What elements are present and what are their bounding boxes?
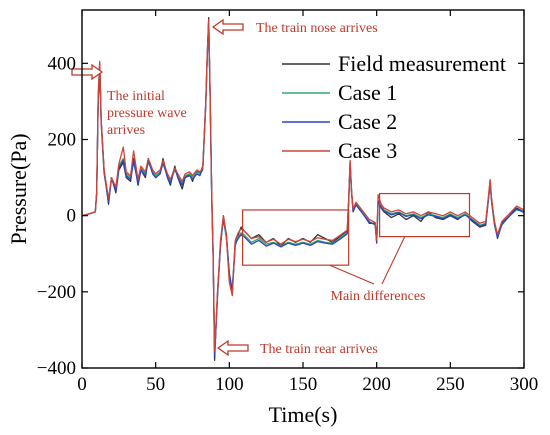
annotation-layer: The train nose arrives The initial pressur… [71,18,471,357]
legend-label: Case 2 [338,109,397,134]
x-tick-label: 300 [510,374,539,395]
annotation-initial-wave: The initial pressure wave arrives [107,89,187,138]
y-axis-title: Pressure(Pa) [6,133,31,244]
difference-box-2 [379,192,471,238]
difference-leader-1 [329,264,375,285]
annotation-initial-wave-line: arrives [107,123,145,138]
x-tick-label: 200 [362,374,391,395]
rear-arrow [216,339,249,357]
x-tick-label: 250 [436,374,465,395]
annotation-initial-wave-line: The initial [107,89,165,104]
legend-label: Case 3 [338,138,397,163]
legend-label: Field measurement [338,51,506,76]
x-axis-title: Time(s) [269,402,338,427]
initial-wave-arrow [71,63,104,81]
difference-leader-2 [381,236,406,285]
y-tick-label: 400 [48,53,77,74]
y-tick-label: 200 [48,129,77,150]
annotation-main-differences: Main differences [331,289,426,304]
difference-box-1 [241,209,350,266]
nose-arrow [211,18,244,36]
legend-label: Case 1 [338,80,397,105]
annotation-rear: The train rear arrives [260,342,378,357]
x-tick-label: 0 [77,374,87,395]
x-tick-label: 100 [215,374,244,395]
annotation-nose: The train nose arrives [256,21,378,36]
y-tick-label: 0 [67,206,77,227]
axis-layer: 0 50 100 150 200 250 300 −400 −200 0 200 400 [37,10,538,395]
annotation-initial-wave-line: pressure wave [107,106,187,121]
legend: Field measurement Case 1 Case 2 Case 3 [282,51,506,163]
x-tick-label: 150 [289,374,318,395]
y-tick-label: −200 [37,282,76,303]
y-tick-label: −400 [37,358,76,379]
x-tick-label: 50 [146,374,165,395]
